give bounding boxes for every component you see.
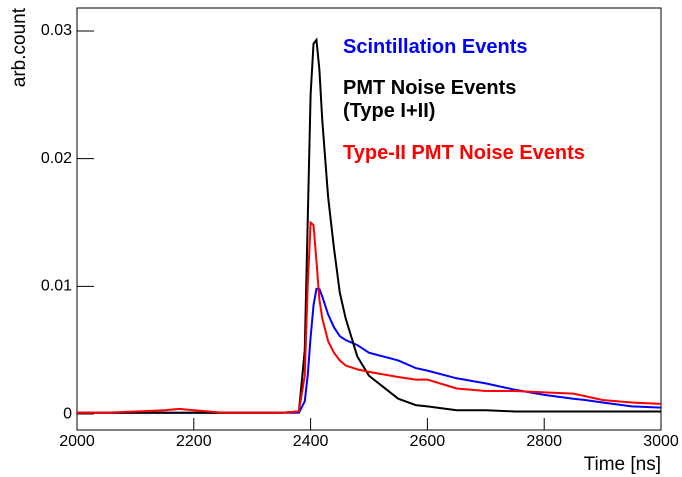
y-tick-label: 0.02 <box>41 150 72 167</box>
y-tick-label: 0.03 <box>41 22 72 39</box>
y-axis-label: arb.count <box>9 7 30 87</box>
x-axis-label: Time [ns] <box>584 454 661 475</box>
x-tick-label: 2600 <box>410 433 446 450</box>
legend-entry: Type-II PMT Noise Events <box>343 142 585 164</box>
frame <box>76 7 662 431</box>
x-tick-label: 2800 <box>526 433 562 450</box>
y-tick-label: 0 <box>63 405 72 422</box>
data-line <box>77 220 662 414</box>
y-tick-label: 0.01 <box>41 278 72 295</box>
x-tick-label: 2000 <box>59 433 95 450</box>
x-tick-label: 2400 <box>293 433 329 450</box>
x-tick-label: 3000 <box>643 433 679 450</box>
legend-entry: PMT Noise Events (Type I+II) <box>343 77 517 122</box>
x-tick-label: 2200 <box>176 433 212 450</box>
legend-entry: Scintillation Events <box>343 36 528 58</box>
